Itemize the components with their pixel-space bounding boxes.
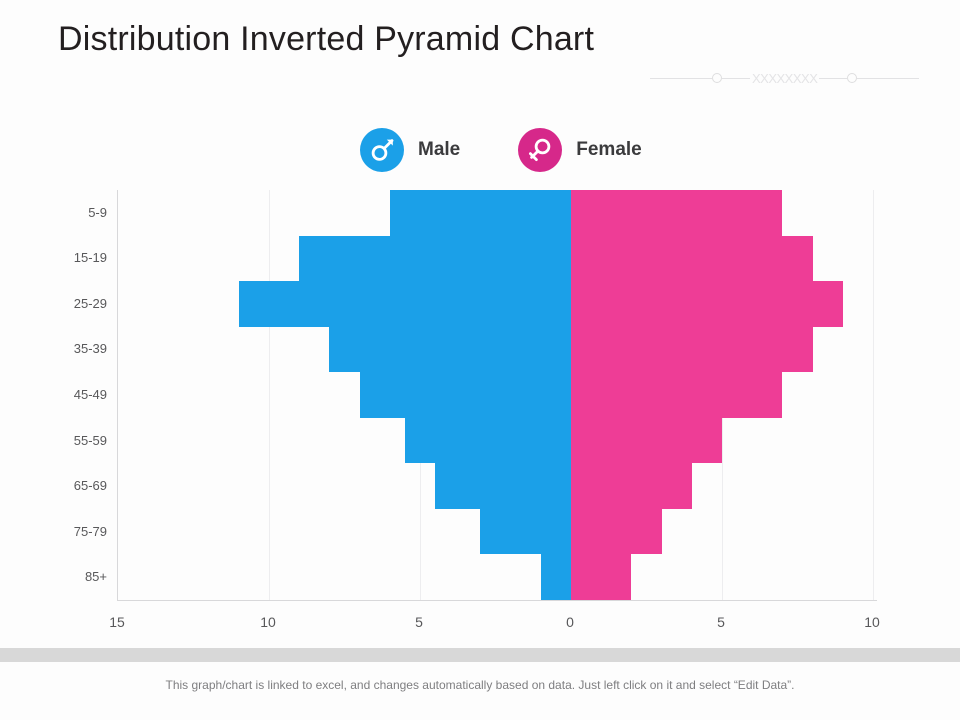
y-axis-tick-label: 85+ bbox=[84, 569, 107, 585]
bar-male bbox=[299, 235, 571, 282]
y-axis-tick-label: 5-9 bbox=[88, 204, 107, 220]
bar-female bbox=[571, 417, 722, 464]
legend-item-female[interactable]: Female bbox=[518, 128, 642, 172]
y-axis-tick-label: 65-69 bbox=[73, 478, 107, 494]
chart-legend: Male Female bbox=[360, 128, 642, 172]
legend-label-female: Female bbox=[576, 139, 642, 160]
pyramid-chart: 5-9 15-19 25-29 35-39 45-49 55-59 65-69 75-79 85… bbox=[0, 190, 960, 638]
divider-circle-left bbox=[712, 73, 722, 83]
divider-circle-right bbox=[847, 73, 858, 83]
x-axis-tick-label: 10 bbox=[864, 614, 880, 630]
x-axis-tick-label: 10 bbox=[260, 614, 276, 630]
bar-female bbox=[571, 463, 692, 509]
footer-divider-bar bbox=[0, 648, 960, 662]
bar-female bbox=[571, 190, 783, 236]
divider-line-mid-left bbox=[722, 77, 750, 79]
divider-line-right bbox=[857, 77, 920, 79]
legend-item-male[interactable]: Male bbox=[360, 128, 460, 172]
bar-female bbox=[571, 508, 662, 555]
y-axis-tick-label: 75-79 bbox=[73, 523, 107, 539]
y-axis-tick-label: 45-49 bbox=[73, 387, 107, 402]
mars-symbol-icon bbox=[360, 128, 404, 172]
legend-label-male: Male bbox=[418, 139, 461, 160]
y-axis-tick-label: 15-19 bbox=[73, 250, 107, 266]
bar-male bbox=[238, 281, 571, 327]
x-axis-tick-label: 5 bbox=[717, 614, 725, 630]
bar-male bbox=[435, 463, 571, 509]
gridline-vertical bbox=[873, 190, 874, 600]
bar-male bbox=[389, 190, 571, 236]
plot-area bbox=[117, 190, 877, 600]
gridline-vertical bbox=[269, 190, 270, 600]
venus-symbol-icon bbox=[518, 128, 563, 172]
footer-note-text: This graph/chart is linked to excel, and… bbox=[165, 678, 795, 692]
bar-female bbox=[571, 235, 813, 282]
decorative-divider: XXXXXXXX bbox=[650, 68, 940, 88]
y-axis-labels: 5-9 15-19 25-29 35-39 45-49 55-59 65-69 75-79 85… bbox=[45, 190, 107, 600]
footer-note: This graph/chart is linked to excel, and… bbox=[0, 662, 960, 720]
x-axis-labels: 15 10 5 0 5 10 bbox=[0, 614, 960, 638]
bar-male bbox=[404, 417, 571, 464]
bar-female bbox=[571, 372, 783, 418]
x-axis-tick-label: 15 bbox=[109, 614, 125, 630]
x-axis-line bbox=[117, 600, 877, 601]
y-axis-tick-label: 55-59 bbox=[73, 432, 107, 448]
page-title: Distribution Inverted Pyramid Chart bbox=[58, 20, 595, 58]
bar-male bbox=[359, 372, 571, 418]
divider-line-mid-right bbox=[819, 77, 848, 79]
bar-female bbox=[571, 554, 632, 600]
bar-male bbox=[480, 508, 571, 555]
bar-male bbox=[540, 554, 571, 600]
x-axis-tick-label: 0 bbox=[566, 614, 574, 630]
divider-line-left bbox=[650, 77, 712, 79]
bar-male bbox=[329, 326, 571, 373]
y-axis-tick-label: 25-29 bbox=[73, 295, 107, 311]
y-axis-tick-label: 35-39 bbox=[73, 341, 107, 357]
bar-female bbox=[571, 326, 813, 373]
divider-xs-text: XXXXXXXX bbox=[752, 70, 818, 86]
bar-female bbox=[571, 281, 843, 327]
x-axis-tick-label: 5 bbox=[415, 614, 423, 630]
